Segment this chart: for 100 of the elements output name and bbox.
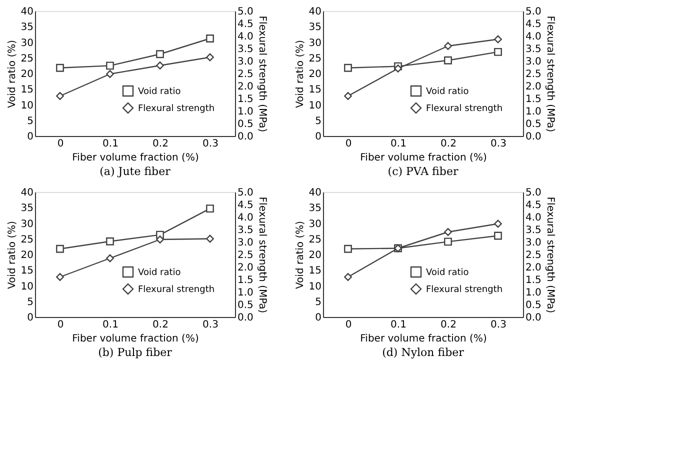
x-tick-label: 0 — [57, 320, 64, 330]
y2-tick-label: 2.5 — [526, 69, 542, 80]
legend-label: Flexural strength — [426, 285, 503, 295]
y-tick-label: 30 — [308, 38, 322, 49]
y-tick-label: 20 — [20, 69, 34, 80]
y-tick-label: 30 — [308, 218, 322, 230]
y2-tick-label: 0.5 — [238, 119, 254, 130]
y2-tick-label: 0.0 — [238, 312, 254, 324]
y-tick-label: 5 — [315, 116, 322, 127]
point — [106, 70, 114, 78]
text: (c) PVA fiber — [388, 165, 459, 178]
point — [156, 236, 164, 244]
x-tick-label: 0 — [345, 138, 352, 150]
legend-label: Flexural strength — [426, 104, 503, 114]
point — [494, 35, 502, 44]
y2-tick-label: 3.5 — [238, 225, 254, 236]
y-tick-label: 15 — [308, 84, 322, 96]
y2-tick-label: 5.0 — [526, 188, 542, 198]
point — [106, 62, 114, 70]
y-tick-label: 35 — [20, 203, 34, 214]
point — [394, 64, 402, 72]
x-tick-label: 0.1 — [390, 138, 406, 150]
y2-tick-label: 3.5 — [526, 44, 542, 55]
y-tick-label: 0 — [315, 312, 322, 324]
y2-tick-label: 2.0 — [526, 262, 542, 274]
point — [444, 42, 452, 50]
y-tick-label: 0 — [27, 312, 34, 324]
y-axis-title: Void ratio (%) — [294, 220, 306, 290]
y-tick-label: 40 — [308, 188, 322, 198]
point — [344, 64, 352, 72]
y2-tick-label: 3.0 — [238, 56, 254, 68]
y-tick-label: 40 — [20, 6, 34, 18]
legend-label: Void ratio — [138, 87, 182, 97]
y2-tick-label: 4.0 — [238, 32, 254, 42]
y2-tick-label: 3.0 — [238, 238, 254, 248]
x-tick-label: 0.3 — [202, 138, 218, 150]
y-tick-label: 0 — [27, 132, 34, 142]
y2-tick-label: 2.0 — [526, 82, 542, 92]
y2-tick-label: 2.0 — [238, 82, 254, 92]
y2-tick-label: 5.0 — [526, 6, 542, 18]
y2-axis-title: Flexural strength (MPa) — [544, 196, 556, 314]
y2-tick-label: 3.5 — [238, 44, 254, 55]
y-tick-label: 5 — [315, 296, 322, 308]
legend-label: Flexural strength — [138, 104, 215, 114]
x-tick-label: 0.2 — [440, 320, 456, 330]
point — [56, 92, 64, 100]
y2-tick-label: 5.0 — [238, 188, 254, 198]
y2-tick-label: 2.5 — [238, 250, 254, 261]
y2-tick-label: 4.5 — [526, 19, 542, 30]
y2-tick-label: 1.0 — [526, 288, 542, 298]
y2-tick-label: 0.0 — [238, 132, 254, 142]
y2-tick-label: 1.0 — [238, 288, 254, 298]
y-tick-label: 10 — [20, 281, 34, 292]
x-tick-label: 0.1 — [390, 320, 406, 330]
x-tick-label: 0.1 — [102, 138, 118, 150]
y-tick-label: 35 — [308, 22, 322, 34]
point — [344, 92, 352, 100]
y-tick-label: 30 — [20, 38, 34, 49]
y-tick-label: 35 — [308, 203, 322, 214]
y2-tick-label: 0.5 — [526, 119, 542, 130]
y-tick-label: 5 — [27, 116, 34, 127]
x-tick-label: 0 — [345, 320, 352, 330]
y-tick-label: 15 — [308, 266, 322, 277]
y2-tick-label: 5.0 — [238, 6, 254, 18]
y2-tick-label: 4.5 — [238, 200, 254, 211]
y-tick-label: 5 — [27, 296, 34, 308]
y2-tick-label: 2.5 — [238, 69, 254, 80]
x-axis-title: Fiber volume fraction (%) — [72, 152, 199, 164]
y-tick-label: 40 — [308, 6, 322, 18]
x-tick-label: 0.2 — [440, 138, 456, 150]
x-tick-label: 0 — [57, 138, 64, 150]
y2-tick-label: 1.0 — [238, 106, 254, 118]
text: (d) Nylon fiber — [382, 346, 465, 359]
point — [494, 232, 502, 240]
y2-tick-label: 0.0 — [526, 312, 542, 324]
y-axis-title: Void ratio (%) — [6, 40, 18, 108]
y2-tick-label: 3.0 — [526, 238, 542, 248]
y-tick-label: 10 — [20, 100, 34, 112]
point — [156, 62, 164, 70]
y2-tick-label: 1.5 — [526, 94, 542, 105]
point — [494, 48, 502, 56]
x-tick-label: 0.2 — [152, 138, 168, 150]
x-tick-label: 0.3 — [490, 138, 506, 150]
point — [56, 244, 64, 253]
point — [206, 34, 214, 42]
legend-label: Void ratio — [426, 87, 470, 97]
x-tick-label: 0.3 — [202, 320, 218, 330]
y2-tick-label: 3.5 — [526, 225, 542, 236]
point — [344, 273, 352, 281]
y2-tick-label: 2.0 — [238, 262, 254, 274]
y2-tick-label: 1.5 — [526, 275, 542, 286]
y-tick-label: 15 — [20, 84, 34, 96]
y2-tick-label: 4.0 — [526, 32, 542, 42]
x-axis-title: Fiber volume fraction (%) — [72, 334, 199, 344]
point — [444, 228, 452, 236]
y-tick-label: 25 — [20, 53, 34, 64]
y-tick-label: 10 — [308, 100, 322, 112]
x-axis-title: Fiber volume fraction (%) — [360, 152, 487, 164]
y2-tick-label: 1.0 — [526, 106, 542, 118]
y2-tick-label: 4.0 — [526, 212, 542, 224]
